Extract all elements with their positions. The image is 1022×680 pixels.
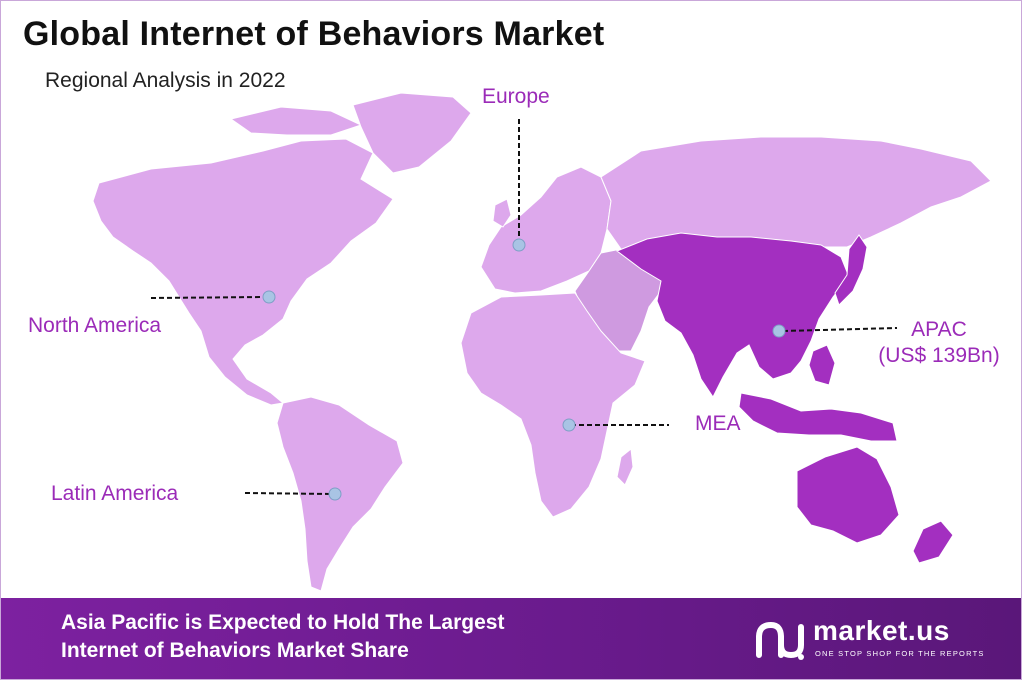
footer-line-1: Asia Pacific is Expected to Hold The Lar… [61, 611, 505, 634]
canada-islands [229, 106, 363, 136]
apac-value: (US$ 139Bn) [878, 344, 1000, 367]
australia [796, 446, 900, 544]
north-america-region[interactable] [92, 138, 394, 406]
footer-line-2: Internet of Behaviors Market Share [61, 639, 409, 662]
apac-marker[interactable] [772, 324, 786, 338]
latin-america-marker[interactable] [328, 487, 342, 501]
europe-marker[interactable] [512, 238, 526, 252]
footer-banner: Asia Pacific is Expected to Hold The Lar… [1, 598, 1021, 679]
north-america-marker[interactable] [262, 290, 276, 304]
apac-region[interactable] [615, 232, 850, 398]
europe-label: Europe [482, 85, 550, 108]
north-america-label: North America [28, 314, 162, 337]
footer-text: Asia Pacific is Expected to Hold The Lar… [61, 609, 504, 665]
latin-america-label: Latin America [51, 482, 179, 505]
brand[interactable]: market.us ONE STOP SHOP FOR THE REPORTS [753, 615, 1003, 667]
page-subtitle: Regional Analysis in 2022 [45, 69, 286, 92]
latin-america-connector [244, 492, 334, 495]
japan [834, 234, 868, 306]
brand-name: market.us [813, 615, 950, 646]
page-title: Global Internet of Behaviors Market [23, 15, 605, 53]
mea-marker[interactable] [562, 418, 576, 432]
world-map [92, 92, 992, 592]
market-us-logo-icon [756, 621, 804, 660]
apac-connector [782, 327, 898, 332]
apac-label-group: APAC (US$ 139Bn) [869, 317, 1009, 369]
philippines [808, 344, 836, 386]
mea-region[interactable] [460, 292, 646, 518]
apac-label: APAC [911, 318, 967, 341]
mea-label: MEA [695, 412, 741, 435]
north-asia [600, 136, 992, 254]
uk [492, 198, 512, 228]
new-zealand [912, 520, 954, 564]
greenland [352, 92, 472, 174]
madagascar [616, 448, 634, 486]
brand-tagline: ONE STOP SHOP FOR THE REPORTS [815, 649, 985, 658]
north-america-connector [150, 296, 266, 299]
southeast-asia-islands [738, 392, 898, 442]
